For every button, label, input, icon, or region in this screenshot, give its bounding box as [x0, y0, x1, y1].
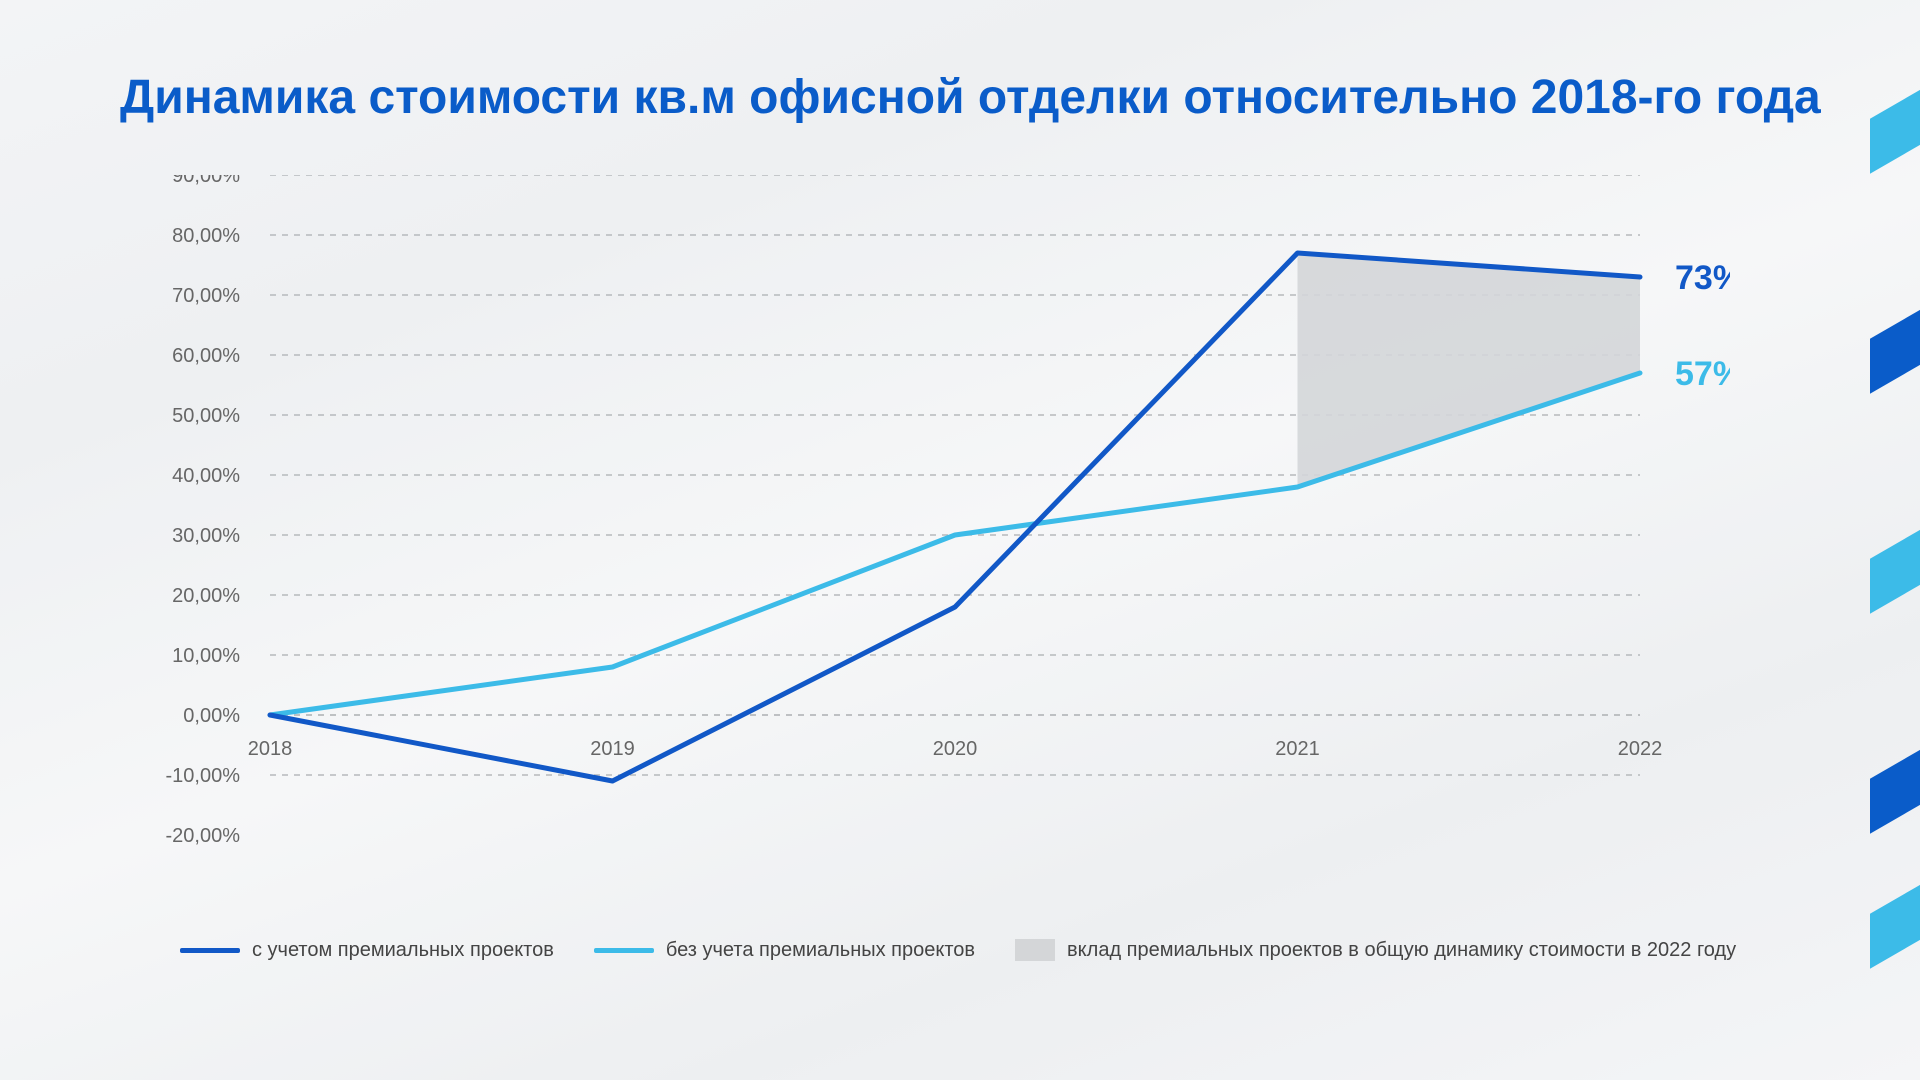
svg-text:10,00%: 10,00% [172, 645, 240, 667]
svg-text:-10,00%: -10,00% [166, 765, 241, 787]
svg-text:20,00%: 20,00% [172, 585, 240, 607]
legend-item-without-premium: без учета премиальных проектов [594, 939, 975, 962]
legend-item-fill: вклад премиальных проектов в общую динам… [1015, 939, 1736, 962]
slide: Динамика стоимости кв.м офисной отделки … [0, 0, 1920, 1080]
legend-label-without-premium: без учета премиальных проектов [666, 939, 975, 962]
svg-text:2022: 2022 [1618, 738, 1663, 760]
legend-label-fill: вклад премиальных проектов в общую динам… [1067, 939, 1736, 962]
svg-text:2020: 2020 [933, 738, 978, 760]
legend-label-with-premium: с учетом премиальных проектов [252, 939, 554, 962]
line-chart: -20,00% -10,00% 0,00% 10,00% 20,00% 30,00% 40,… [90, 175, 1730, 895]
svg-text:60,00%: 60,00% [172, 345, 240, 367]
svg-text:2018: 2018 [248, 738, 293, 760]
svg-text:73%: 73% [1675, 259, 1730, 297]
svg-text:90,00%: 90,00% [172, 175, 240, 187]
svg-text:50,00%: 50,00% [172, 405, 240, 427]
legend-item-with-premium: с учетом премиальных проектов [180, 939, 554, 962]
accent-stripe [1870, 876, 1920, 969]
legend: с учетом премиальных проектов без учета … [180, 930, 1820, 970]
chart-container: -20,00% -10,00% 0,00% 10,00% 20,00% 30,00% 40,… [90, 175, 1730, 895]
legend-swatch-without-premium [594, 948, 654, 953]
svg-text:30,00%: 30,00% [172, 525, 240, 547]
svg-text:2019: 2019 [590, 738, 635, 760]
accent-stripe [1870, 81, 1920, 174]
accent-stripe [1870, 301, 1920, 394]
accent-stripe [1870, 741, 1920, 834]
chart-title: Динамика стоимости кв.м офисной отделки … [120, 70, 1821, 125]
svg-text:40,00%: 40,00% [172, 465, 240, 487]
legend-swatch-with-premium [180, 948, 240, 953]
svg-text:0,00%: 0,00% [183, 705, 240, 727]
legend-swatch-fill [1015, 939, 1055, 961]
svg-text:57%: 57% [1675, 355, 1730, 393]
svg-text:70,00%: 70,00% [172, 285, 240, 307]
svg-text:80,00%: 80,00% [172, 225, 240, 247]
svg-text:-20,00%: -20,00% [166, 825, 241, 847]
accent-stripe [1870, 521, 1920, 614]
svg-text:2021: 2021 [1275, 738, 1320, 760]
